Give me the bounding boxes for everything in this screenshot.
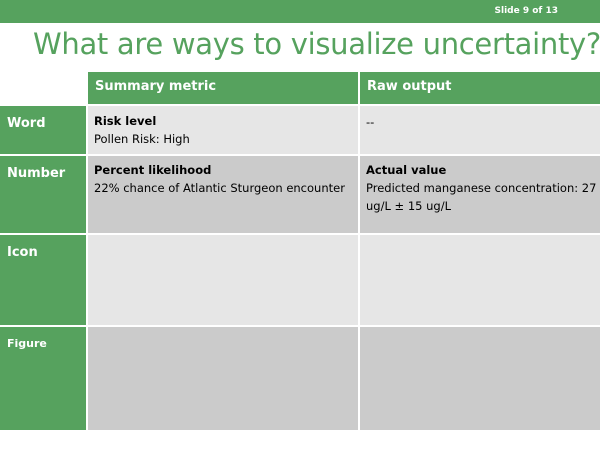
- cell-word-raw: --: [360, 106, 600, 154]
- cell-icon-raw: [360, 235, 600, 325]
- header-bar: Slide 9 of 13: [0, 0, 600, 23]
- cell-figure-summary: [88, 327, 358, 430]
- row-label-word: Word: [0, 106, 86, 154]
- cell-text: --: [366, 115, 375, 129]
- cell-word-summary: Risk level Pollen Risk: High: [88, 106, 358, 154]
- cell-title: Risk level: [94, 114, 157, 128]
- cell-figure-raw: [360, 327, 600, 430]
- table-corner: [0, 72, 86, 104]
- cell-text: Pollen Risk: High: [94, 132, 190, 146]
- row-label-figure: Figure: [0, 327, 86, 430]
- cell-number-summary: Percent likelihood 22% chance of Atlanti…: [88, 156, 358, 233]
- cell-text: 22% chance of Atlantic Sturgeon encounte…: [94, 181, 345, 195]
- row-label-number: Number: [0, 156, 86, 233]
- cell-icon-summary: [88, 235, 358, 325]
- slide-title: What are ways to visualize uncertainty?: [33, 27, 600, 61]
- cell-title: Percent likelihood: [94, 163, 212, 177]
- cell-number-raw: Actual value Predicted manganese concent…: [360, 156, 600, 233]
- slide-number: Slide 9 of 13: [494, 6, 558, 16]
- row-label-icon: Icon: [0, 235, 86, 325]
- cell-text: Predicted manganese concentration: 27 ug…: [366, 181, 597, 213]
- column-header-raw-output: Raw output: [360, 72, 600, 104]
- comparison-table: Summary metric Raw output Word Risk leve…: [0, 72, 600, 430]
- cell-title: Actual value: [366, 163, 447, 177]
- column-header-summary-metric: Summary metric: [88, 72, 358, 104]
